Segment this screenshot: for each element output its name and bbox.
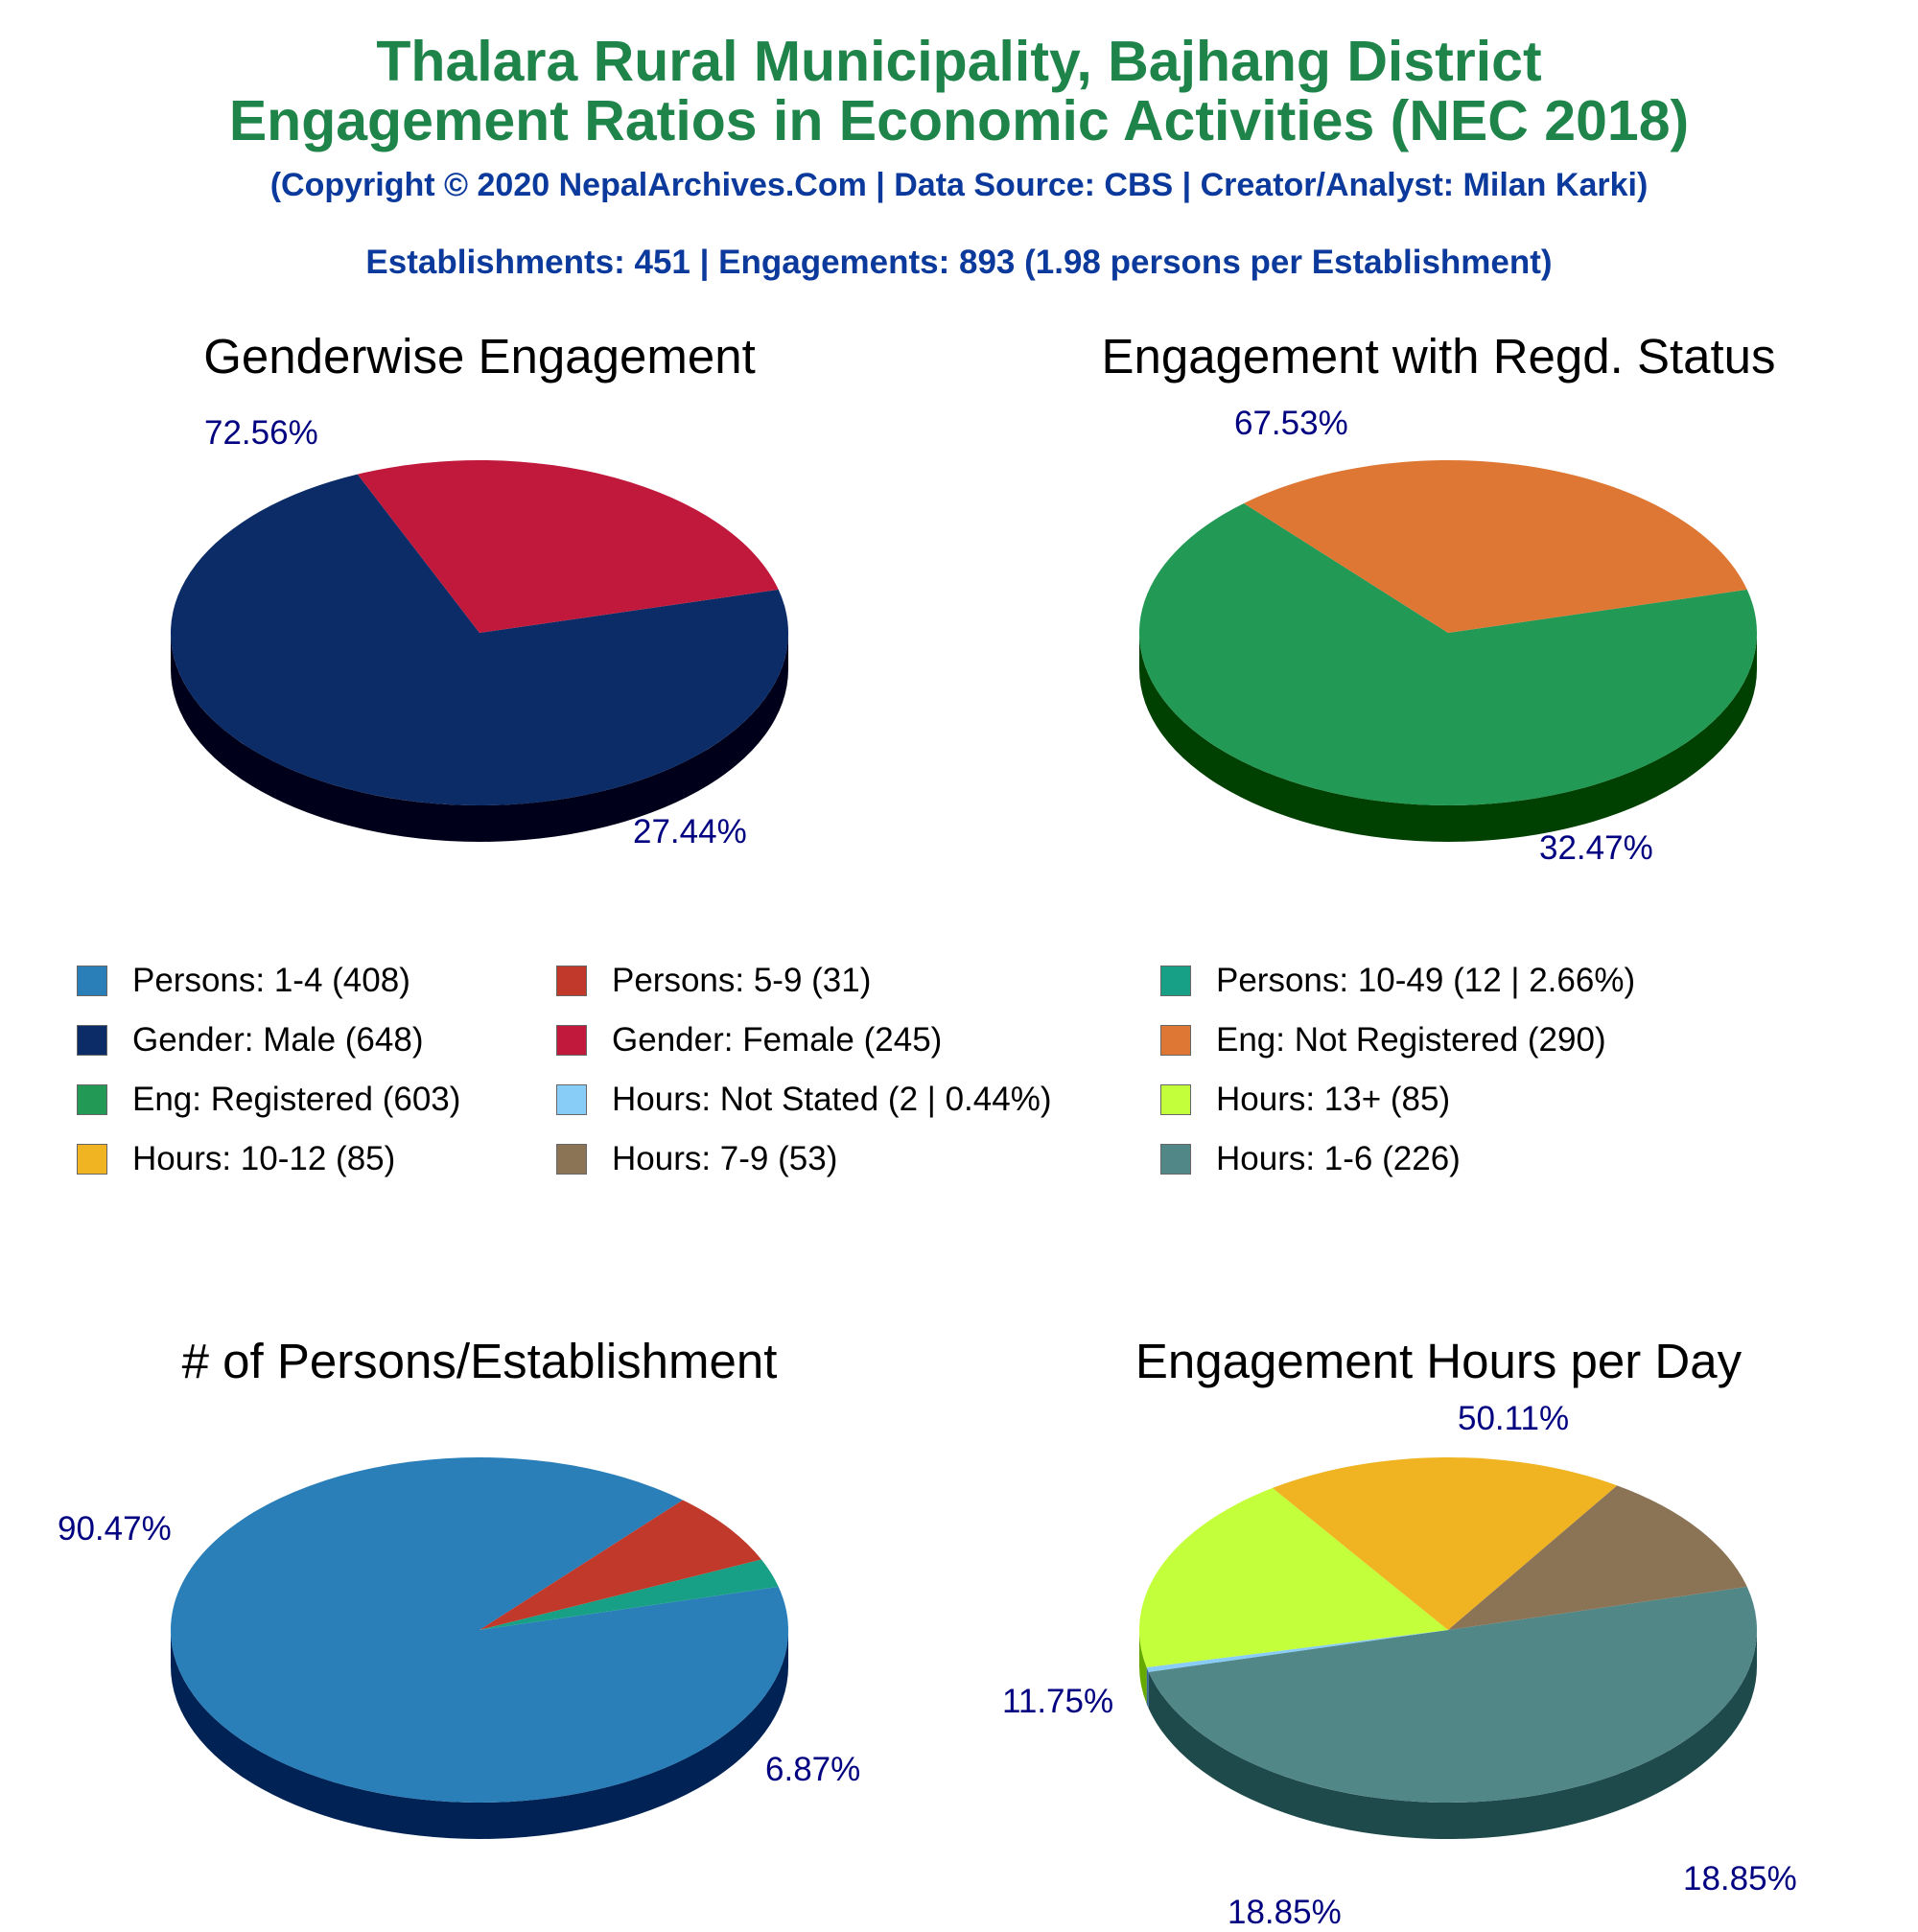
pie-4	[1138, 1456, 1758, 1840]
pct-label-female: 27.44%	[633, 813, 747, 850]
pie-slice-persons-10-49	[480, 1559, 779, 1630]
legend-swatch	[1160, 966, 1191, 996]
legend-swatch	[77, 966, 107, 996]
pct-label-hours-7-9: 11.75%	[1002, 1683, 1114, 1720]
legend-label: Hours: Not Stated (2 | 0.44%)	[612, 1081, 1052, 1118]
pie-slice-persons-5-9	[480, 1500, 761, 1630]
legend-label: Gender: Female (245)	[612, 1021, 943, 1059]
legend-swatch	[556, 1084, 587, 1115]
legend-label: Hours: 7-9 (53)	[612, 1140, 838, 1177]
pie-title-gender: Genderwise Engagement	[203, 329, 756, 384]
pie-title-registration: Engagement with Regd. Status	[1101, 329, 1776, 384]
pie-slice-hours-7-9	[1448, 1485, 1747, 1630]
pie-slice-gender-female	[357, 460, 779, 633]
pct-label-not-registered: 32.47%	[1539, 829, 1653, 867]
legend-item: Hours: Not Stated (2 | 0.44%)	[556, 1076, 1051, 1124]
legend-label: Eng: Registered (603)	[132, 1081, 461, 1118]
legend-item: Persons: 5-9 (31)	[556, 957, 871, 1005]
legend-item: Eng: Not Registered (290)	[1160, 1016, 1606, 1064]
legend-item: Gender: Female (245)	[556, 1016, 942, 1064]
legend-label: Eng: Not Registered (290)	[1216, 1021, 1606, 1059]
legend-label: Gender: Male (648)	[132, 1021, 424, 1059]
summary-line: Establishments: 451 | Engagements: 893 (…	[365, 244, 1553, 281]
legend-swatch	[1160, 1144, 1191, 1175]
legend-item: Gender: Male (648)	[77, 1016, 423, 1064]
pie-2	[1139, 460, 1757, 842]
legend-swatch	[77, 1084, 107, 1115]
legend-swatch	[556, 1025, 587, 1056]
legend-label: Hours: 13+ (85)	[1216, 1081, 1451, 1118]
legend-label: Persons: 1-4 (408)	[132, 962, 410, 999]
pct-label-persons-1-4: 90.47%	[58, 1510, 172, 1548]
chart-title-line-2: Engagement Ratios in Economic Activities…	[228, 89, 1690, 152]
pct-label-persons-5-9: 6.87%	[765, 1751, 861, 1788]
pie-side-eng-registered	[1139, 633, 1757, 842]
legend-swatch	[1160, 1025, 1191, 1056]
pie-side-hours-not-stated	[1146, 1666, 1149, 1709]
pct-label-hours-10-12: 18.85%	[1228, 1894, 1342, 1931]
legend-swatch	[556, 1144, 587, 1175]
pie-slice-hours-not-stated	[1146, 1630, 1448, 1672]
pie-slice-gender-male	[171, 474, 788, 805]
pie-slice-eng-registered	[1139, 502, 1757, 806]
pct-label-hours-13plus: 18.85%	[1683, 1860, 1797, 1897]
legend-swatch	[77, 1144, 107, 1175]
pie-slice-persons-1-4	[171, 1457, 788, 1804]
legend-item: Eng: Registered (603)	[77, 1076, 460, 1124]
pie-3	[171, 1457, 788, 1839]
pct-label-registered: 67.53%	[1234, 405, 1348, 442]
legend-item: Persons: 1-4 (408)	[77, 957, 410, 1005]
legend-label: Hours: 10-12 (85)	[132, 1140, 396, 1177]
legend-label: Hours: 1-6 (226)	[1216, 1140, 1461, 1177]
legend-item: Hours: 10-12 (85)	[77, 1135, 395, 1183]
chart-title-line-1: Thalara Rural Municipality, Bajhang Dist…	[376, 30, 1542, 93]
legend-item: Hours: 7-9 (53)	[556, 1135, 837, 1183]
legend-swatch	[556, 966, 587, 996]
legend-item: Hours: 1-6 (226)	[1160, 1135, 1461, 1183]
legend-label: Persons: 5-9 (31)	[612, 962, 872, 999]
legend-item: Persons: 10-49 (12 | 2.66%)	[1160, 957, 1635, 1005]
pie-side-hours-1-6	[1148, 1630, 1758, 1840]
pie-slice-hours-1-6	[1148, 1586, 1758, 1804]
copyright-line: (Copyright © 2020 NepalArchives.Com | Da…	[269, 167, 1649, 203]
legend-label: Persons: 10-49 (12 | 2.66%)	[1216, 962, 1636, 999]
pie-slice-eng-not-registered	[1244, 460, 1747, 633]
pie-1	[171, 460, 788, 842]
legend-swatch	[1160, 1084, 1191, 1115]
legend-swatch	[77, 1025, 107, 1056]
pct-label-male: 72.56%	[204, 414, 318, 452]
pie-side-gender-male	[171, 633, 788, 842]
legend-item: Hours: 13+ (85)	[1160, 1076, 1450, 1124]
pie-side-persons-1-4	[171, 1630, 788, 1839]
pie-slice-hours-13	[1138, 1487, 1448, 1667]
pie-slice-hours-10-12	[1272, 1456, 1618, 1630]
pie-title-hours: Engagement Hours per Day	[1134, 1334, 1743, 1388]
pct-label-hours-1-6: 50.11%	[1458, 1400, 1570, 1437]
pie-title-persons: # of Persons/Establishment	[181, 1334, 778, 1388]
pie-side-hours-13	[1139, 1630, 1147, 1704]
